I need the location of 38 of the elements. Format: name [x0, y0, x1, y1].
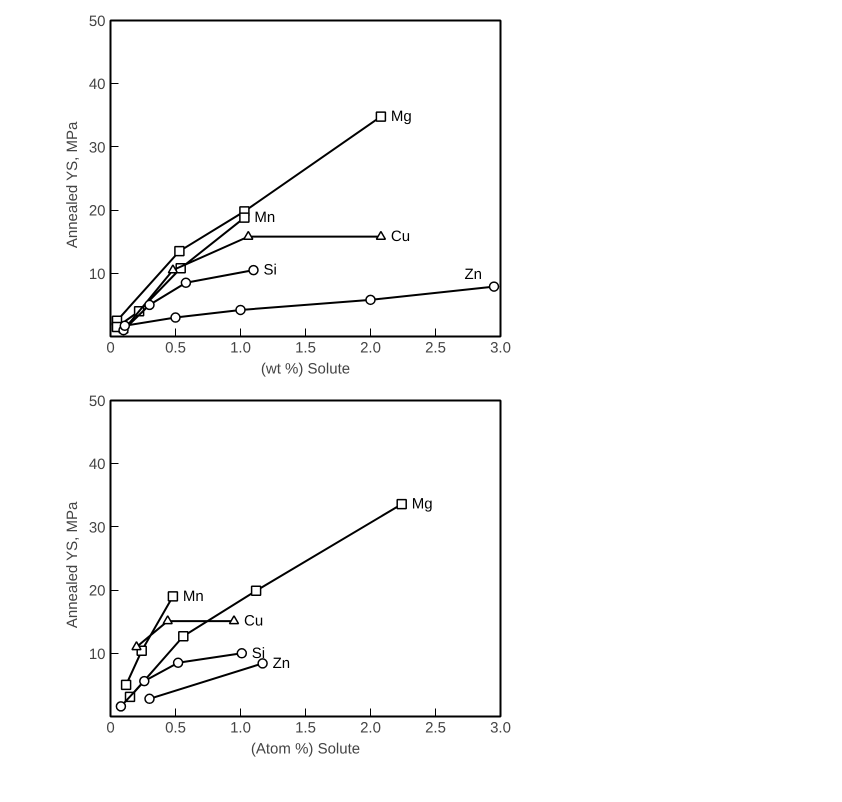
y-tick-label: 50 — [88, 393, 106, 410]
x-tick-label: 0 — [106, 340, 115, 356]
x-tick-label: 1.0 — [230, 340, 251, 356]
y-tick-label: 10 — [88, 646, 106, 663]
x-tick-label: 2.0 — [360, 720, 381, 736]
x-tick-label: 2.0 — [360, 340, 381, 356]
series-label: Cu — [390, 228, 410, 246]
x-axis-title: (Atom %) Solute — [250, 740, 360, 758]
y-tick-label: 40 — [88, 456, 106, 474]
series-label: Mn — [182, 588, 204, 605]
series-label: Mg — [412, 496, 433, 513]
y-axis-title: Annealed YS, MPa — [64, 500, 81, 628]
x-tick-label: 2.5 — [425, 720, 446, 736]
y-tick-label: 30 — [88, 139, 106, 156]
y-tick-label: 40 — [88, 76, 106, 94]
x-tick-label: 3.0 — [490, 720, 511, 736]
series-label: Cu — [244, 612, 264, 630]
x-tick-label: 0.5 — [165, 720, 186, 736]
x-tick-label: 2.5 — [425, 340, 446, 356]
series-label: Mg — [390, 108, 412, 126]
x-tick-label: 1.0 — [230, 720, 251, 736]
y-axis-title: Annealed YS, MPa — [64, 120, 81, 248]
x-tick-label: 3.0 — [490, 340, 511, 356]
x-tick-label: 0 — [106, 720, 115, 736]
series-label: Mn — [254, 209, 276, 226]
x-tick-label: 0.5 — [165, 340, 186, 356]
y-tick-label: 50 — [88, 13, 106, 30]
y-tick-label: 20 — [88, 202, 106, 220]
series-label: Zn — [272, 654, 290, 672]
x-axis-title: (wt %) Solute — [260, 360, 350, 378]
y-tick-label: 30 — [88, 519, 106, 536]
series-label: Si — [252, 644, 266, 662]
y-tick-label: 10 — [88, 266, 106, 283]
x-tick-label: 1.5 — [295, 720, 316, 736]
series-label: Zn — [464, 266, 482, 284]
series-label: Si — [264, 262, 277, 279]
y-tick-label: 20 — [88, 582, 106, 600]
x-tick-label: 1.5 — [295, 340, 316, 356]
